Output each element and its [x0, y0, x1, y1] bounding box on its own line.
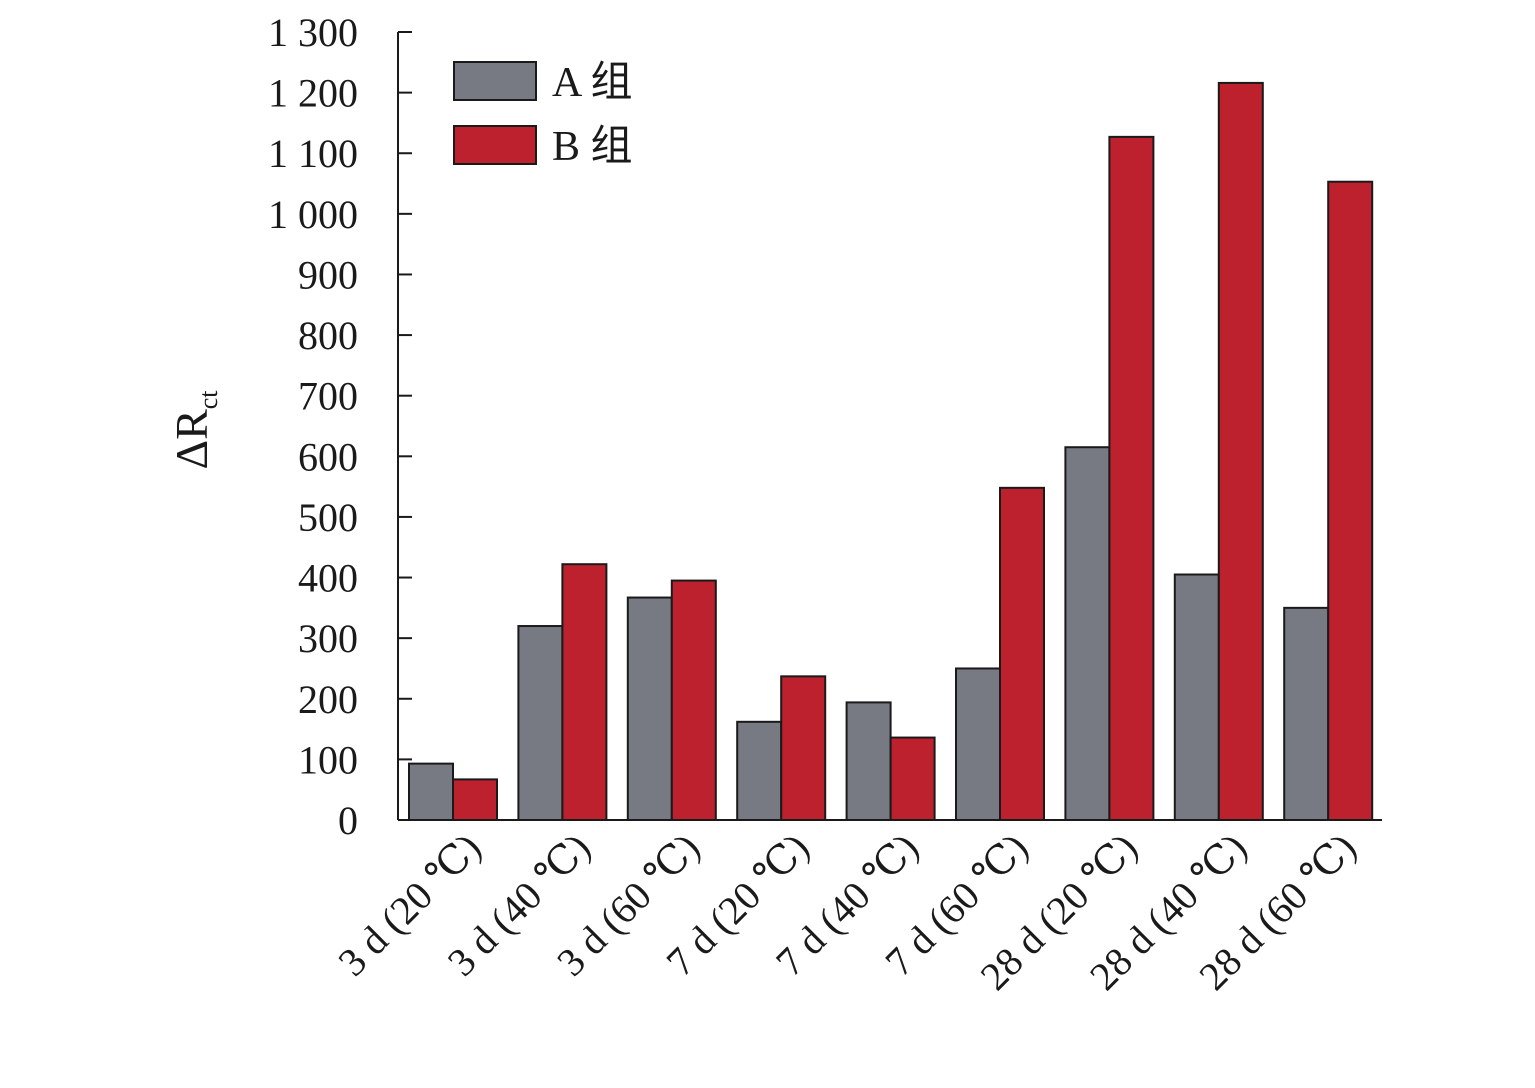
y-tick-label: 600	[298, 434, 358, 479]
bar-a	[955, 667, 1001, 822]
y-tick-label: 200	[298, 677, 358, 722]
y-tick-label: 500	[298, 495, 358, 540]
bar-a	[408, 762, 454, 821]
legend-swatch	[453, 61, 537, 101]
bar-a	[517, 625, 564, 821]
legend-label: B 组	[552, 124, 633, 170]
y-axis-label-text: ΔRct	[166, 390, 223, 470]
bar-b	[999, 486, 1045, 821]
y-axis: 0 100 200 300 400 500 600 700 800 900 1 000 1 100 1 …	[268, 10, 412, 843]
y-tick-label: 400	[298, 556, 358, 601]
bar-b	[561, 563, 608, 821]
bar-b	[1217, 81, 1264, 821]
legend: A 组 B 组	[453, 60, 633, 170]
y-tick-label: 700	[298, 374, 358, 419]
bar-a	[845, 701, 892, 821]
y-tick-label: 100	[298, 737, 358, 782]
legend-label: A 组	[552, 60, 633, 106]
bars	[408, 81, 1374, 822]
bar-b	[452, 778, 498, 822]
bar-a	[1283, 606, 1330, 821]
bar-b	[889, 736, 936, 821]
y-axis-label-subscript: ct	[194, 390, 223, 410]
bar-b	[670, 579, 717, 821]
legend-swatch	[453, 125, 537, 165]
y-tick-label: 1 300	[268, 10, 358, 55]
x-axis: 3 d (20 ℃)3 d (40 ℃)3 d (60 ℃)7 d (20 ℃)…	[329, 819, 1382, 999]
y-tick-label: 0	[338, 798, 358, 843]
bar-a	[736, 720, 783, 822]
bar-b	[1108, 135, 1155, 821]
y-tick-label: 800	[298, 313, 358, 358]
bar-b	[780, 675, 827, 822]
bar-b	[1327, 180, 1374, 822]
y-tick-label: 1 200	[268, 71, 358, 116]
y-tick-label: 1 000	[268, 192, 358, 237]
bar-a	[1064, 446, 1111, 821]
y-tick-label: 1 100	[268, 131, 358, 176]
y-axis-label-symbol: ΔR	[166, 409, 217, 470]
bar-a	[1173, 573, 1220, 821]
bar-a	[626, 596, 673, 822]
y-tick-label: 900	[298, 252, 358, 297]
y-tick-label: 300	[298, 616, 358, 661]
y-axis-label: ΔRct	[166, 390, 223, 470]
